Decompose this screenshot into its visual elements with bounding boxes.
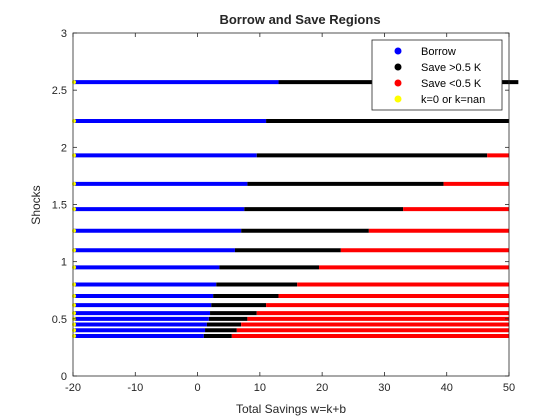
shock-row	[72, 303, 509, 308]
y-tick-label: 2.5	[52, 85, 67, 97]
x-tick-label: -20	[65, 382, 81, 394]
y-axis-ticks: 0 0.5 1 1.5 2 2.5 3	[52, 28, 509, 383]
legend-label: k=0 or k=nan	[421, 94, 485, 106]
y-tick-label: 3	[61, 28, 67, 40]
shock-row	[72, 311, 509, 316]
x-axis-ticks: -20 -10 0 10 20 30 40 50	[65, 33, 515, 394]
legend-box	[371, 39, 503, 111]
legend-label: Save >0.5 K	[421, 62, 482, 74]
shock-row	[72, 293, 509, 298]
shock-row	[72, 153, 509, 158]
x-tick-label: 0	[195, 382, 201, 394]
x-tick-label: 20	[316, 382, 328, 394]
legend-marker	[394, 79, 402, 87]
shock-row	[72, 316, 509, 321]
x-tick-label: 10	[254, 382, 266, 394]
y-tick-label: 1.5	[52, 200, 67, 212]
y-axis-label: Shocks	[29, 185, 43, 224]
legend: Borrow Save >0.5 K Save <0.5 K k=0 or k=nan	[371, 39, 503, 111]
x-tick-label: 30	[378, 382, 390, 394]
shock-row	[72, 328, 509, 333]
y-tick-label: 2	[61, 142, 67, 154]
shock-row	[72, 265, 509, 270]
x-tick-label: 40	[441, 382, 453, 394]
legend-marker	[394, 47, 402, 55]
y-tick-label: 0	[61, 371, 67, 383]
legend-marker	[394, 63, 402, 71]
shock-row	[72, 181, 509, 186]
shock-row	[72, 119, 509, 124]
shock-row	[72, 207, 509, 212]
shock-row	[72, 282, 509, 287]
shock-row	[72, 333, 509, 338]
y-tick-label: 0.5	[52, 314, 67, 326]
x-tick-label: -10	[127, 382, 143, 394]
y-tick-label: 1	[61, 257, 67, 269]
x-tick-label: 50	[503, 382, 515, 394]
x-axis-label: Total Savings w=k+b	[236, 402, 346, 416]
legend-label: Save <0.5 K	[421, 78, 482, 90]
chart-title: Borrow and Save Regions	[219, 12, 380, 27]
shock-row	[72, 322, 509, 327]
legend-marker	[394, 95, 402, 103]
legend-label: Borrow	[421, 46, 456, 58]
plot-marks	[72, 80, 519, 338]
shock-row	[72, 248, 509, 253]
shock-row	[72, 228, 509, 233]
